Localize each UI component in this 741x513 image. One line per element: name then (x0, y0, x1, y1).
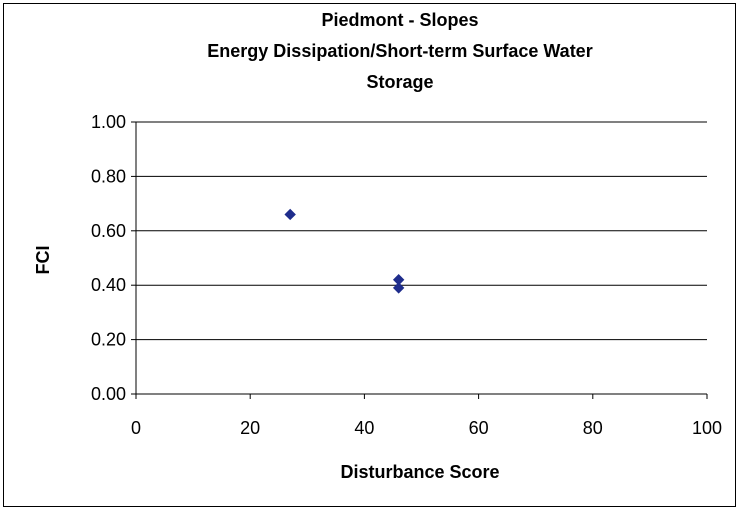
y-tick-label: 0.60 (91, 221, 126, 241)
y-tick-label: 0.20 (91, 330, 126, 350)
y-tick-label: 0.00 (91, 384, 126, 404)
x-axis-title: Disturbance Score (340, 462, 499, 482)
x-tick-label: 20 (240, 418, 260, 438)
x-tick-label: 100 (692, 418, 722, 438)
chart-frame: Piedmont - Slopes Energy Dissipation/Sho… (3, 3, 736, 507)
chart-title-line-3: Storage (366, 72, 433, 92)
chart-title-line-2: Energy Dissipation/Short-term Surface Wa… (207, 41, 592, 61)
y-tick-label: 1.00 (91, 112, 126, 132)
axes (131, 121, 708, 399)
y-tick-label: 0.80 (91, 166, 126, 186)
x-tick-label: 60 (469, 418, 489, 438)
gridlines (136, 121, 707, 341)
data-points (284, 208, 405, 294)
x-tick-label: 0 (131, 418, 141, 438)
x-tick-label: 40 (354, 418, 374, 438)
y-axis-title: FCI (33, 246, 53, 275)
data-point (392, 282, 405, 294)
x-tick-label: 80 (583, 418, 603, 438)
chart-title-line-1: Piedmont - Slopes (321, 10, 478, 30)
y-tick-label: 0.40 (91, 275, 126, 295)
data-point (284, 208, 296, 221)
scatter-chart: Piedmont - Slopes Energy Dissipation/Sho… (33, 10, 722, 482)
tick-labels: 0.00 0.20 0.40 0.60 0.80 1.00 0 20 40 60 80 100 (91, 112, 722, 438)
